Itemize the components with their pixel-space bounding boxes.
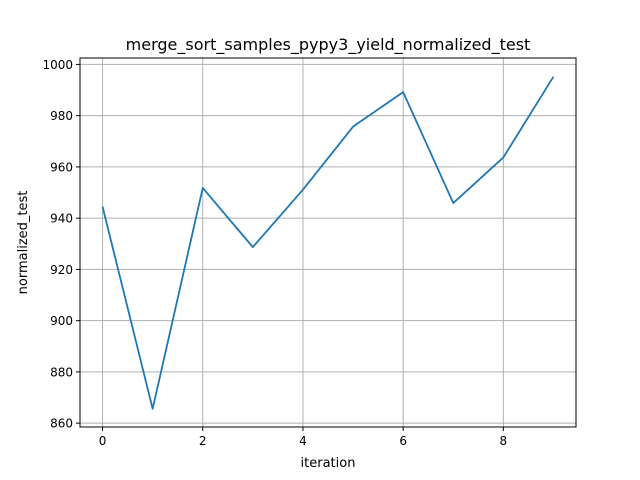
series-line-0 (101, 76, 555, 410)
y-tick-label-1: 880 (50, 365, 73, 379)
y-tick-label-2: 900 (50, 314, 73, 328)
x-tick-label-0: 0 (99, 434, 107, 448)
x-tick-label-3: 6 (399, 434, 407, 448)
chart-title: merge_sort_samples_pypy3_yield_normalize… (126, 35, 531, 55)
series-layer (101, 76, 555, 410)
ticks: 0 2 4 6 8 860 880 900 920 940 960 980 1000 (42, 58, 507, 448)
plot-frame (79, 57, 577, 428)
grid (80, 58, 576, 427)
y-tick-label-3: 920 (50, 263, 73, 277)
x-tick-label-4: 8 (500, 434, 508, 448)
y-tick-label-5: 960 (50, 160, 73, 174)
y-axis-label: normalized_test (16, 191, 31, 295)
y-tick-label-4: 940 (50, 212, 73, 226)
x-axis-label: iteration (301, 456, 356, 471)
x-tick-label-2: 4 (299, 434, 307, 448)
y-tick-label-7: 1000 (42, 58, 73, 72)
y-tick-label-6: 980 (50, 109, 73, 123)
y-tick-label-0: 860 (50, 417, 73, 431)
x-tick-label-1: 2 (199, 434, 207, 448)
